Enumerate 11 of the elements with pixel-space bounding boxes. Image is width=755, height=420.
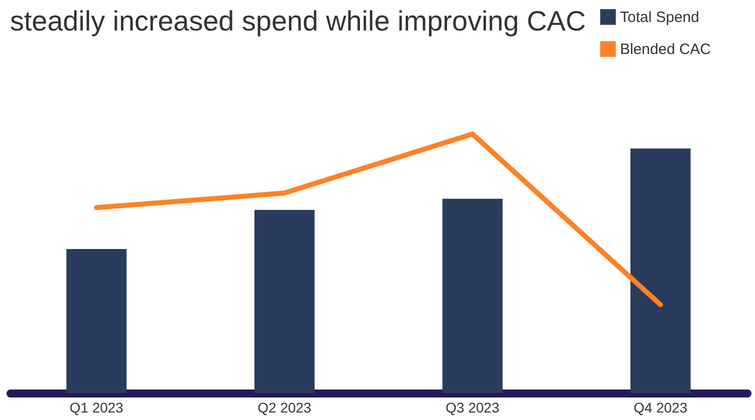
x-tick-label: Q3 2023 [446, 400, 500, 416]
bar [442, 198, 503, 393]
legend-label: Total Spend [620, 9, 700, 26]
bar [630, 148, 691, 393]
x-tick-label: Q1 2023 [70, 400, 124, 416]
chart-title: steadily increased spend while improving CAC [10, 6, 586, 36]
bar [254, 210, 315, 393]
bar [66, 248, 127, 393]
x-tick-label: Q2 2023 [258, 400, 312, 416]
legend-label: Blended CAC [620, 41, 712, 58]
x-tick-label: Q4 2023 [634, 400, 688, 416]
